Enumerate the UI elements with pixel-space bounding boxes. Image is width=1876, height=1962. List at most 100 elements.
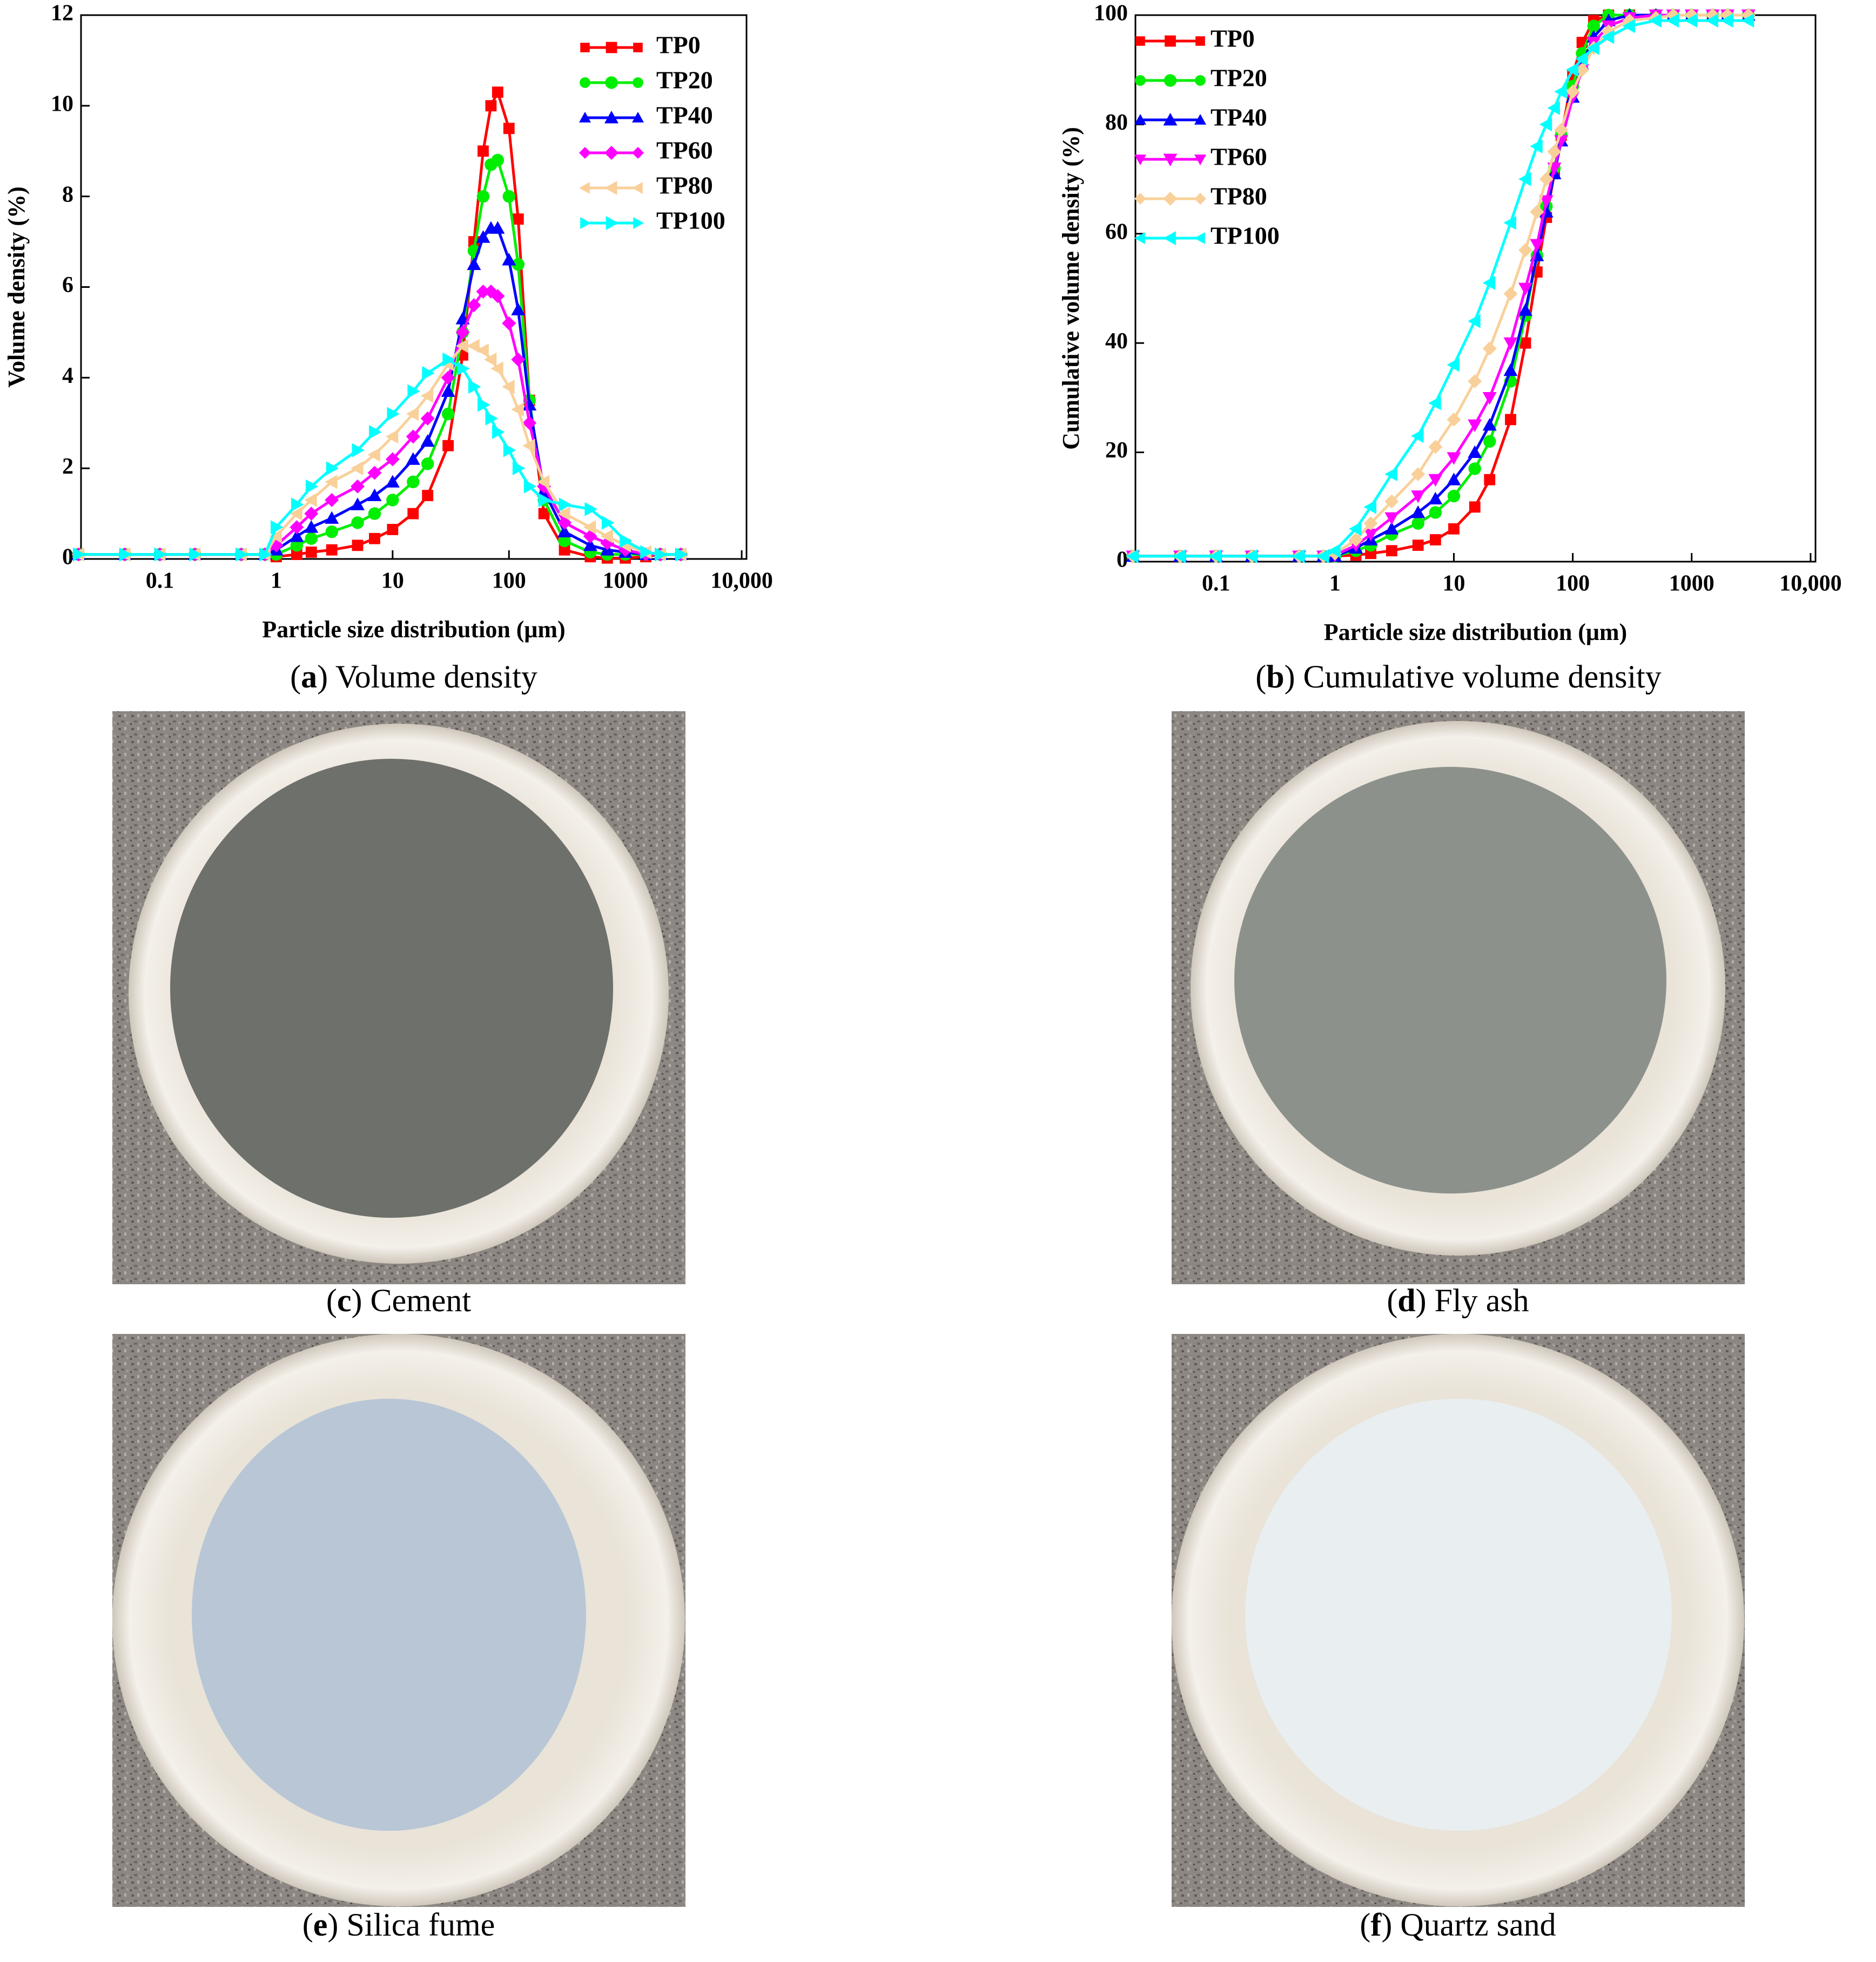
- marker: [420, 411, 435, 426]
- caption-suffix: ) Cumulative volume density: [1285, 659, 1662, 695]
- marker: [1447, 358, 1460, 372]
- x-axis-label: Particle size distribution (μm): [262, 616, 565, 643]
- series: [1126, 9, 1755, 563]
- marker: [1554, 84, 1567, 99]
- marker: [1328, 543, 1341, 558]
- marker: [490, 289, 505, 304]
- marker: [1411, 490, 1426, 503]
- y-tick-label: 10: [51, 91, 73, 116]
- x-tick-label: 1000: [1669, 571, 1714, 596]
- marker: [490, 221, 505, 234]
- marker: [441, 407, 455, 421]
- caption-letter: f: [1370, 1907, 1382, 1943]
- marker: [1503, 287, 1518, 301]
- marker: [485, 411, 498, 426]
- caption-suffix: ) Volume density: [317, 659, 537, 695]
- series-line: [78, 88, 681, 559]
- series: [1127, 9, 1754, 562]
- y-tick-label: 80: [1105, 110, 1128, 135]
- x-tick-label: 10: [1442, 571, 1465, 596]
- marker: [537, 475, 550, 489]
- marker: [1586, 41, 1599, 55]
- marker: [604, 146, 618, 160]
- x-axis-label: Particle size distribution (μm): [1324, 619, 1627, 645]
- legend-label: TP60: [1211, 143, 1267, 171]
- marker: [406, 407, 419, 421]
- marker: [368, 507, 381, 520]
- marker: [385, 452, 400, 467]
- marker: [291, 549, 302, 561]
- marker: [522, 416, 537, 430]
- marker: [1245, 549, 1258, 563]
- marker: [512, 461, 526, 476]
- marker: [1135, 36, 1145, 46]
- caption-letter: b: [1266, 659, 1284, 695]
- photo-cement: [112, 711, 685, 1284]
- marker: [579, 147, 591, 159]
- marker: [580, 77, 590, 88]
- marker: [557, 507, 570, 521]
- caption: (e) Silica fume: [302, 1907, 495, 1943]
- series: [1126, 9, 1756, 563]
- caption-suffix: ) Silica fume: [327, 1907, 495, 1943]
- marker: [1134, 193, 1146, 205]
- marker: [1530, 205, 1544, 219]
- marker: [584, 502, 597, 516]
- marker: [1484, 474, 1496, 486]
- marker: [119, 547, 132, 562]
- marker: [467, 257, 481, 270]
- marker: [1411, 429, 1424, 443]
- caption-prefix: (: [302, 1907, 313, 1943]
- x-tick-label: 10,000: [710, 569, 773, 594]
- marker: [420, 434, 435, 447]
- caption-prefix: (: [290, 659, 301, 695]
- marker: [1468, 445, 1482, 458]
- marker: [1547, 145, 1562, 159]
- marker: [271, 520, 284, 535]
- marker: [511, 402, 524, 417]
- marker: [1482, 392, 1497, 405]
- marker: [259, 547, 272, 562]
- photo-fly-ash: [1172, 711, 1745, 1284]
- marker: [1194, 232, 1205, 244]
- marker: [1447, 489, 1461, 503]
- caption-suffix: ) Fly ash: [1416, 1283, 1529, 1318]
- marker: [407, 384, 420, 399]
- marker: [325, 475, 338, 489]
- marker: [583, 538, 597, 551]
- caption: (f) Quartz sand: [1360, 1907, 1556, 1943]
- caption-letter: c: [337, 1283, 352, 1318]
- marker: [1448, 523, 1460, 535]
- legend-label: TP40: [1211, 104, 1267, 131]
- marker: [1349, 522, 1362, 536]
- marker: [1386, 545, 1397, 557]
- caption-suffix: ) Quartz sand: [1381, 1907, 1556, 1943]
- y-tick-label: 0: [1117, 548, 1128, 572]
- marker: [558, 534, 571, 548]
- y-tick-label: 4: [62, 363, 73, 388]
- caption-letter: a: [301, 659, 317, 695]
- legend-label: TP0: [656, 31, 701, 59]
- marker: [655, 547, 668, 562]
- marker: [502, 190, 515, 203]
- marker: [1163, 153, 1178, 166]
- marker: [511, 352, 526, 367]
- marker: [1411, 467, 1426, 482]
- y-tick-label: 0: [62, 545, 73, 570]
- marker: [476, 190, 490, 203]
- marker: [467, 339, 480, 353]
- marker: [503, 443, 516, 457]
- marker: [476, 343, 489, 358]
- marker: [305, 479, 319, 494]
- series: [73, 352, 688, 562]
- y-tick-label: 100: [1094, 1, 1128, 26]
- marker: [387, 524, 399, 535]
- marker: [1666, 14, 1679, 28]
- x-tick-label: 1: [1329, 571, 1341, 596]
- marker: [467, 298, 481, 313]
- marker: [1539, 195, 1554, 208]
- marker: [583, 520, 596, 535]
- caption-prefix: (: [1255, 659, 1266, 695]
- marker: [1720, 14, 1733, 28]
- marker: [1505, 414, 1516, 426]
